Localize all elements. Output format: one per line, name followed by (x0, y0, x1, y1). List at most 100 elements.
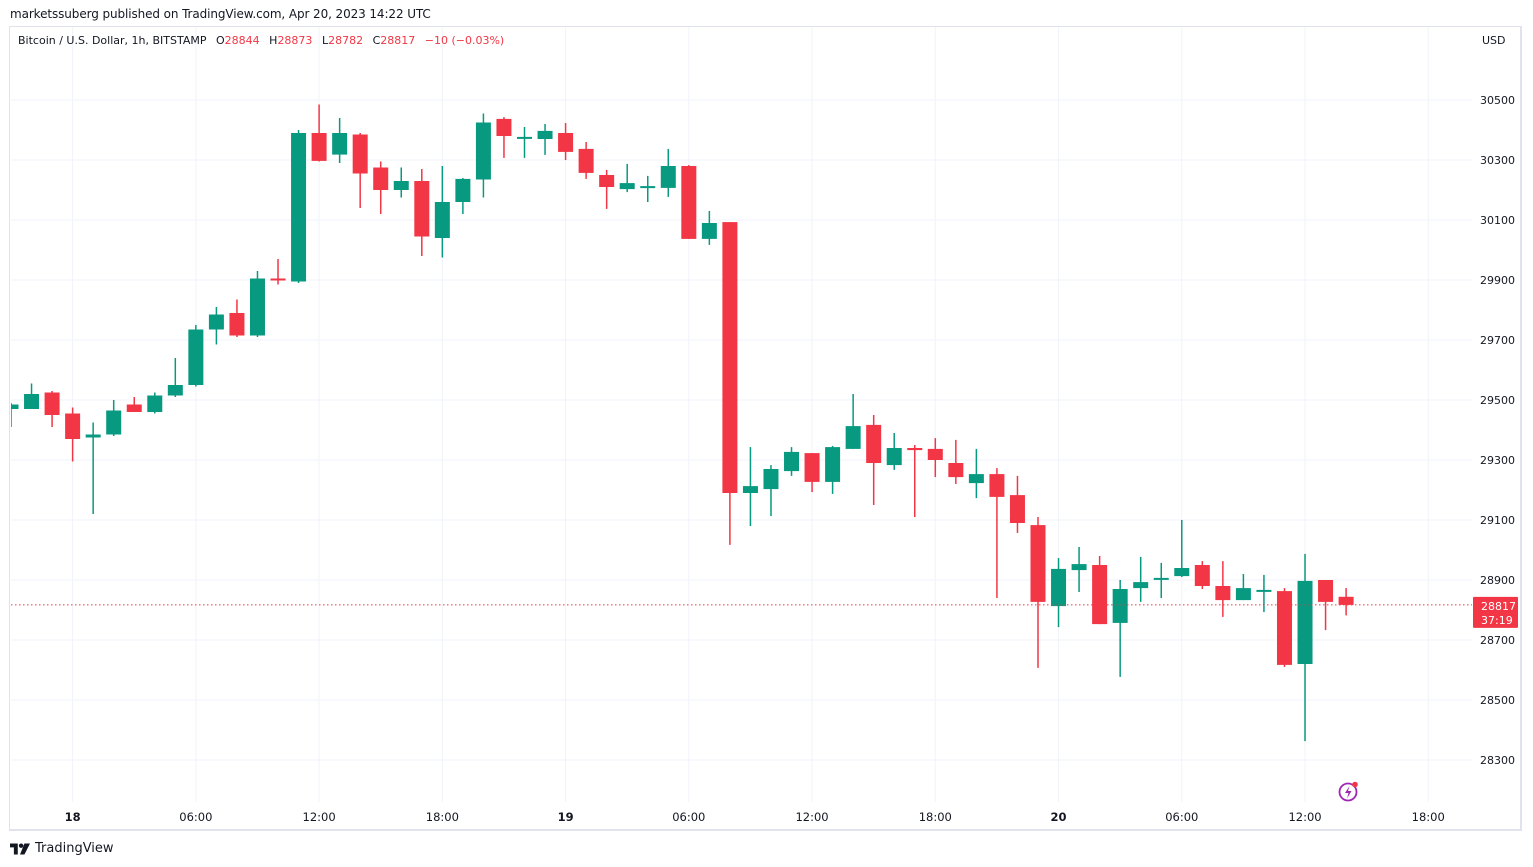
bearish-candle[interactable] (1276, 588, 1292, 667)
time-tick-label: 12:00 (303, 810, 336, 824)
bullish-candle[interactable] (763, 465, 779, 517)
bearish-candle[interactable] (1318, 580, 1334, 631)
bearish-candle[interactable] (1030, 517, 1046, 668)
change-value: −10 (−0.03%) (424, 34, 505, 47)
bullish-candle[interactable] (886, 433, 902, 470)
bullish-candle[interactable] (701, 211, 717, 245)
chart-legend: Bitcoin / U.S. Dollar, 1h, BITSTAMP O288… (18, 34, 504, 47)
bearish-candle[interactable] (373, 161, 389, 215)
bearish-candle[interactable] (722, 222, 738, 545)
bullish-candle[interactable] (1297, 553, 1313, 742)
bearish-candle[interactable] (414, 169, 430, 256)
symbol-title: Bitcoin / U.S. Dollar, 1h, BITSTAMP (18, 34, 207, 47)
bullish-candle[interactable] (619, 163, 635, 193)
bullish-candle[interactable] (1256, 574, 1272, 613)
bullish-candle[interactable] (85, 422, 101, 515)
bearish-candle[interactable] (948, 439, 964, 484)
bearish-candle[interactable] (866, 415, 882, 505)
footer-brand[interactable]: TradingView (10, 841, 114, 856)
bullish-candle[interactable] (167, 358, 183, 397)
time-tick-label: 18 (65, 810, 81, 824)
bullish-candle[interactable] (208, 307, 224, 345)
lightning-bolt-icon[interactable] (1338, 781, 1358, 802)
bullish-candle[interactable] (455, 178, 471, 214)
bearish-candle[interactable] (578, 142, 594, 179)
bullish-candle[interactable] (434, 166, 450, 258)
bearish-candle[interactable] (558, 123, 574, 160)
bullish-candle[interactable] (393, 167, 409, 198)
bullish-candle[interactable] (1235, 574, 1251, 601)
time-tick-label: 06:00 (1165, 810, 1198, 824)
bullish-candle[interactable] (784, 447, 800, 476)
bullish-candle[interactable] (517, 127, 532, 158)
bullish-candle[interactable] (106, 400, 122, 436)
svg-text:37:19: 37:19 (1481, 614, 1513, 627)
bearish-candle[interactable] (1338, 588, 1354, 616)
bullish-candle[interactable] (1071, 547, 1087, 592)
bearish-candle[interactable] (65, 407, 81, 462)
bearish-candle[interactable] (496, 117, 512, 158)
bullish-candle[interactable] (147, 392, 163, 414)
bearish-candle[interactable] (599, 169, 615, 209)
publisher-line: marketssuberg published on TradingView.c… (10, 7, 431, 21)
time-tick-label: 06:00 (672, 810, 705, 824)
bullish-candle[interactable] (537, 124, 553, 155)
bullish-candle[interactable] (825, 445, 841, 494)
bullish-candle[interactable] (660, 148, 676, 197)
price-tick-label: 28900 (1480, 574, 1515, 587)
time-tick-label: 18:00 (919, 810, 952, 824)
bearish-candle[interactable] (270, 259, 286, 285)
bullish-candle[interactable] (475, 113, 491, 198)
bearish-candle[interactable] (1215, 561, 1231, 617)
bearish-candle[interactable] (989, 468, 1005, 598)
bullish-candle[interactable] (1112, 580, 1128, 677)
price-tick-label: 28500 (1480, 694, 1515, 707)
bullish-candle[interactable] (188, 325, 204, 387)
time-tick-label: 06:00 (179, 810, 212, 824)
price-tick-label: 28700 (1480, 634, 1515, 647)
bullish-candle[interactable] (4, 403, 19, 427)
low-value: 28782 (328, 34, 364, 47)
bearish-candle[interactable] (44, 391, 60, 427)
svg-text:28817: 28817 (1481, 600, 1516, 613)
bearish-candle[interactable] (1009, 475, 1025, 533)
bearish-candle[interactable] (927, 438, 943, 478)
bearish-candle[interactable] (311, 104, 327, 162)
bearish-candle[interactable] (1194, 561, 1210, 589)
brand-name: TradingView (35, 841, 114, 856)
bearish-candle[interactable] (804, 453, 820, 493)
bearish-candle[interactable] (352, 133, 368, 208)
bullish-candle[interactable] (249, 271, 265, 337)
bearish-candle[interactable] (907, 445, 923, 517)
time-tick-label: 18:00 (426, 810, 459, 824)
bullish-candle[interactable] (742, 447, 758, 526)
price-tick-label: 30100 (1480, 214, 1515, 227)
bullish-candle[interactable] (24, 383, 40, 410)
bullish-candle[interactable] (291, 130, 307, 283)
price-tick-label: 29100 (1480, 514, 1515, 527)
bearish-candle[interactable] (681, 165, 697, 239)
bullish-candle[interactable] (845, 394, 861, 449)
candles (4, 104, 1354, 742)
bearish-candle[interactable] (126, 397, 142, 412)
bullish-candle[interactable] (1051, 558, 1067, 628)
bullish-candle[interactable] (640, 175, 656, 202)
price-tick-label: 28300 (1480, 754, 1515, 767)
high-label: H (269, 34, 278, 47)
bullish-candle[interactable] (1133, 556, 1149, 602)
bullish-candle[interactable] (332, 118, 348, 163)
currency-label[interactable]: USD (1482, 34, 1506, 47)
bearish-candle[interactable] (229, 299, 245, 338)
tradingview-logo-icon (10, 842, 30, 855)
bullish-candle[interactable] (1153, 562, 1169, 598)
price-tick-label: 29900 (1480, 274, 1515, 287)
bullish-candle[interactable] (1174, 520, 1190, 577)
time-tick-label: 12:00 (1288, 810, 1321, 824)
time-tick-label: 20 (1051, 810, 1067, 824)
bullish-candle[interactable] (968, 448, 984, 499)
bearish-candle[interactable] (1092, 556, 1108, 625)
close-value: 28817 (380, 34, 416, 47)
open-value: 28844 (224, 34, 260, 47)
